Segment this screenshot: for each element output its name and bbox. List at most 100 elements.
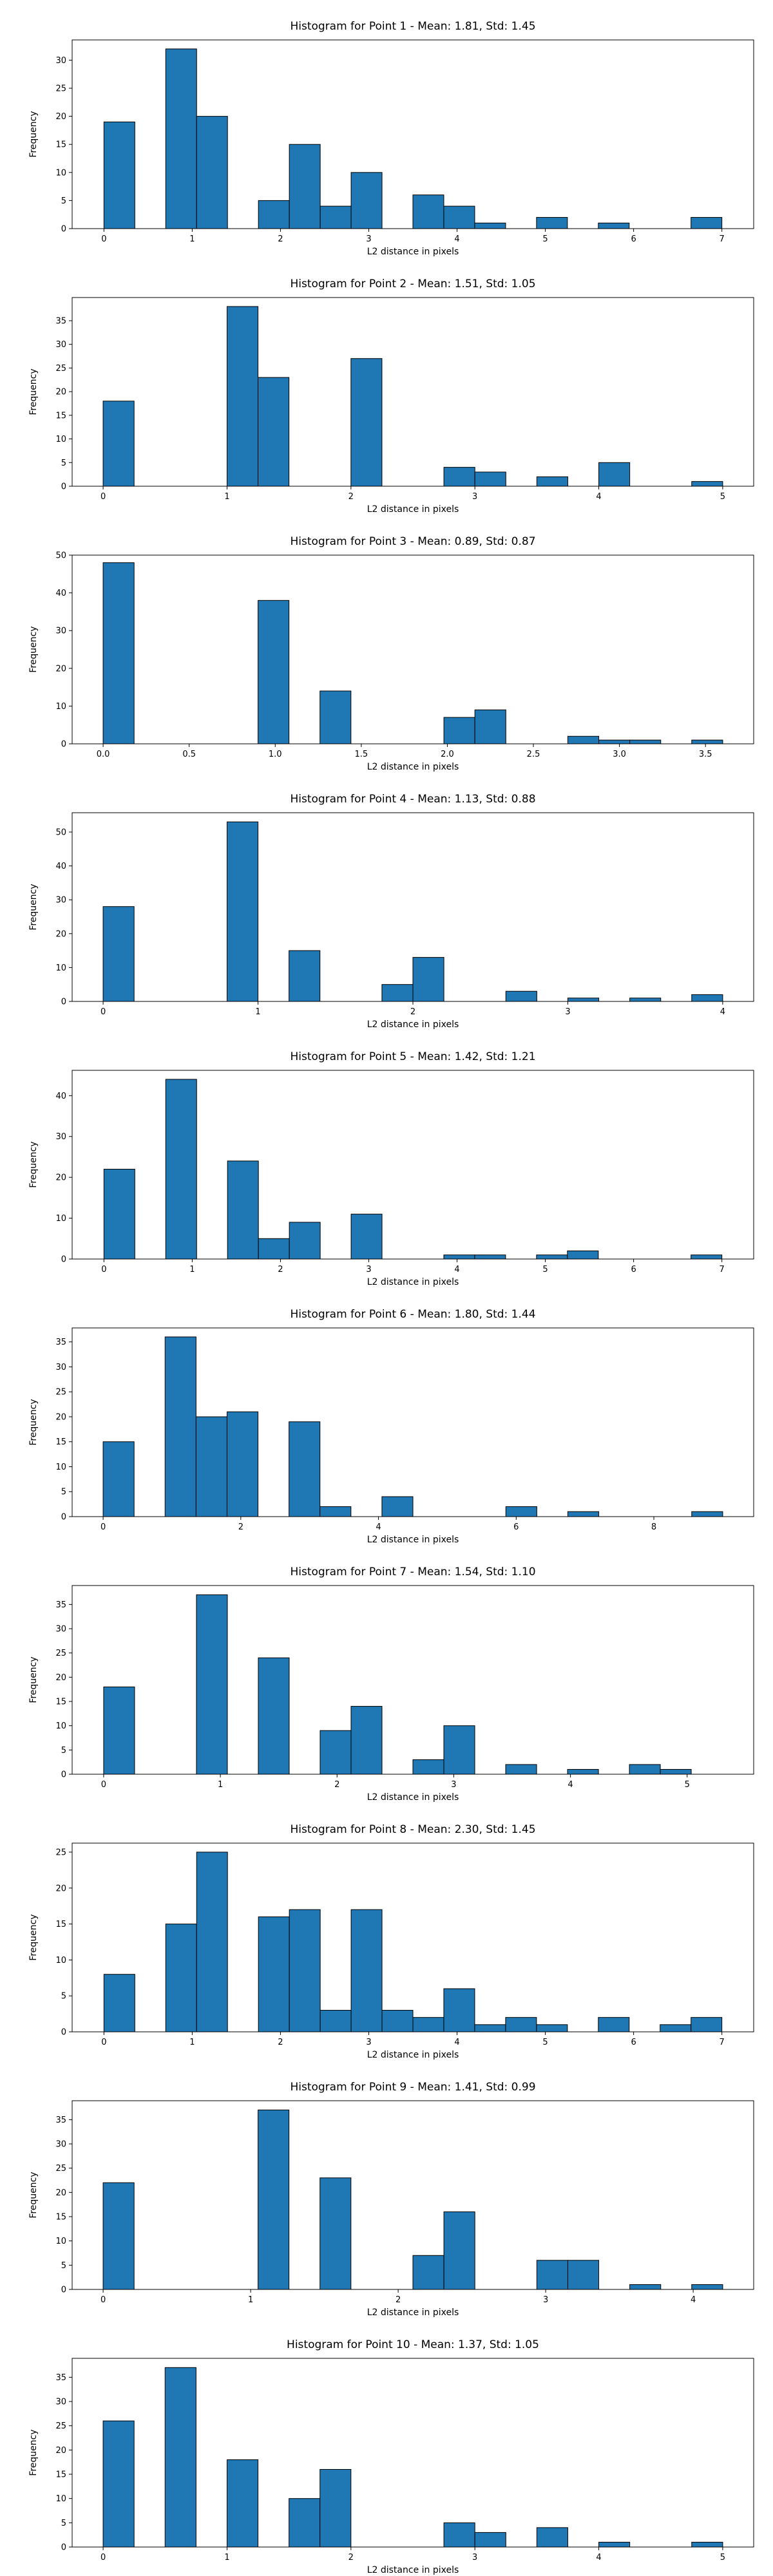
axes-frame	[72, 39, 754, 229]
bar	[412, 2017, 444, 2032]
y-tick-label: 25	[55, 84, 66, 93]
bar	[443, 1725, 475, 1775]
bar	[320, 1730, 352, 1775]
bar	[289, 2498, 321, 2548]
bar	[505, 1506, 537, 1517]
x-tick-label: 2	[238, 1522, 243, 1532]
y-tick-label: 20	[55, 2446, 66, 2456]
x-tick-label: 0	[100, 2295, 106, 2305]
bar	[102, 906, 135, 1002]
y-axis-label: Frequency	[28, 2429, 39, 2476]
bar	[567, 735, 600, 744]
bar	[320, 2010, 352, 2032]
y-axis-label: Frequency	[28, 1656, 39, 1703]
y-tick-label: 15	[55, 2470, 66, 2480]
bars	[102, 2109, 723, 2290]
x-tick-label: 0	[101, 234, 106, 244]
x-tick-label: 4	[596, 2553, 601, 2562]
bar	[226, 2459, 259, 2548]
y-tick-label: 20	[55, 1412, 66, 1422]
axes-frame	[72, 2358, 754, 2548]
x-tick-label: 3	[472, 2553, 477, 2562]
y-tick-label: 20	[55, 2188, 66, 2198]
bar	[660, 1768, 692, 1775]
y-tick-label: 30	[55, 2398, 66, 2407]
axes-frame	[72, 2100, 754, 2290]
y-axis-label: Frequency	[28, 884, 39, 930]
x-tick-label: 4	[376, 1522, 381, 1532]
y-tick-label: 0	[61, 225, 66, 234]
chart-panel-4: Histogram for Point 4 - Mean: 1.13, Std:…	[28, 793, 754, 1030]
chart-title: Histogram for Point 5 - Mean: 1.42, Std:…	[290, 1050, 535, 1063]
y-tick-label: 0	[61, 2286, 66, 2295]
bar	[536, 1255, 568, 1260]
y-axis-label: Frequency	[28, 1399, 39, 1445]
x-tick-label: 3	[366, 1265, 371, 1274]
x-tick-label: 4	[691, 2295, 696, 2305]
chart-panel-3: Histogram for Point 3 - Mean: 0.89, Std:…	[28, 535, 754, 772]
bar	[567, 998, 600, 1002]
bar	[691, 1511, 723, 1517]
bar	[320, 2468, 352, 2548]
x-tick-label: 3	[472, 492, 477, 502]
bar	[381, 1496, 414, 1517]
x-axis-label: L2 distance in pixels	[367, 1535, 459, 1545]
x-axis-label: L2 distance in pixels	[367, 1277, 459, 1287]
bar	[691, 217, 723, 229]
bar	[536, 2260, 568, 2290]
axes-frame	[72, 1070, 754, 1260]
bar	[598, 739, 631, 744]
bar	[103, 1686, 135, 1775]
y-tick-label: 5	[61, 196, 66, 206]
bar	[165, 1079, 197, 1260]
x-tick-label: 1.5	[355, 750, 368, 759]
y-tick-label: 30	[55, 1625, 66, 1634]
y-tick-label: 5	[61, 2519, 66, 2528]
bar	[567, 2260, 600, 2290]
axes-frame	[72, 1842, 754, 2032]
x-tick-label: 6	[631, 2038, 636, 2047]
bar	[443, 1255, 475, 1260]
x-axis-label: L2 distance in pixels	[367, 247, 459, 257]
bar	[567, 1768, 599, 1775]
bar	[289, 144, 321, 229]
y-tick-label: 40	[55, 862, 66, 871]
x-tick-label: 1	[218, 1780, 223, 1790]
y-tick-label: 10	[55, 435, 66, 444]
y-axis-label: Frequency	[28, 1141, 39, 1188]
y-tick-label: 20	[55, 929, 66, 939]
bar	[598, 462, 631, 487]
x-tick-label: 4	[454, 2038, 459, 2047]
x-tick-label: 3	[565, 1007, 570, 1017]
y-tick-label: 10	[55, 1721, 66, 1731]
y-tick-label: 35	[55, 316, 66, 326]
chart-panel-7: Histogram for Point 7 - Mean: 1.54, Std:…	[28, 1566, 754, 1803]
chart-title: Histogram for Point 1 - Mean: 1.81, Std:…	[290, 20, 535, 33]
bar	[258, 1916, 290, 2032]
bars	[102, 562, 723, 744]
x-tick-label: 0	[100, 1522, 106, 1532]
bar	[196, 116, 228, 229]
bar	[691, 481, 723, 487]
bar	[226, 1411, 259, 1517]
x-tick-label: 7	[720, 1265, 725, 1274]
axes-frame	[72, 1585, 754, 1775]
x-tick-label: 3	[366, 2038, 371, 2047]
bar	[320, 2177, 352, 2290]
bar	[598, 2017, 630, 2032]
x-axis-label: L2 distance in pixels	[367, 1019, 459, 1030]
y-tick-label: 20	[55, 112, 66, 122]
x-tick-label: 2	[348, 2553, 354, 2562]
x-tick-label: 5	[542, 1265, 548, 1274]
x-tick-label: 1	[189, 2038, 195, 2047]
x-tick-label: 6	[631, 1265, 636, 1274]
axes-frame	[72, 554, 754, 744]
x-axis-label: L2 distance in pixels	[367, 2565, 459, 2575]
x-tick-label: 1	[224, 2553, 229, 2562]
bar	[536, 2024, 568, 2032]
y-tick-label: 35	[55, 1338, 66, 1347]
y-tick-label: 25	[55, 1649, 66, 1658]
x-axis-label: L2 distance in pixels	[367, 504, 459, 515]
chart-panel-1: Histogram for Point 1 - Mean: 1.81, Std:…	[28, 20, 754, 257]
